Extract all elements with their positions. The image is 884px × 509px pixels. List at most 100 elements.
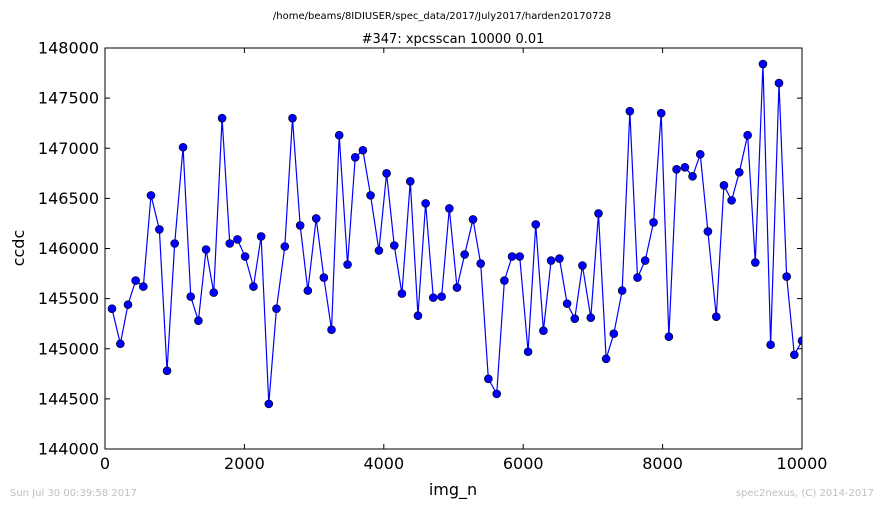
data-point (523, 347, 533, 357)
data-point (155, 225, 164, 234)
data-point (688, 172, 697, 181)
data-point (649, 218, 658, 227)
data-point (428, 293, 438, 302)
data-point (209, 288, 219, 297)
data-point (734, 168, 744, 177)
data-point (562, 299, 572, 308)
data-point (617, 286, 627, 295)
data-point (217, 113, 227, 123)
data-point (201, 245, 211, 254)
data-point (625, 106, 635, 116)
series-line (111, 64, 802, 404)
data-point (539, 326, 548, 336)
data-point (751, 258, 760, 267)
data-point (703, 227, 713, 236)
data-point (327, 325, 336, 335)
plot-frame (104, 47, 803, 450)
y-tick-label: 148000 (38, 39, 99, 58)
data-point (366, 191, 375, 200)
y-tick-label: 146500 (38, 189, 99, 208)
data-point (311, 214, 321, 223)
data-point (500, 276, 509, 285)
data-point (727, 196, 736, 205)
data-point (601, 354, 611, 364)
data-point (437, 292, 446, 301)
y-tick-label: 145500 (38, 289, 99, 308)
data-point (578, 261, 587, 270)
data-point (680, 162, 690, 172)
data-point (162, 366, 172, 376)
data-point (515, 252, 525, 261)
data-point (546, 256, 556, 265)
data-point (782, 272, 791, 281)
data-point (397, 289, 407, 298)
data-point (570, 314, 580, 323)
y-tick-label: 144500 (38, 389, 99, 408)
data-point (249, 282, 258, 291)
data-point (240, 252, 250, 261)
x-tick-label: 2000 (224, 454, 265, 473)
data-point (146, 191, 156, 200)
data-point (672, 165, 681, 174)
data-point (758, 59, 768, 69)
data-point (170, 239, 179, 248)
data-point (743, 130, 752, 140)
data-point (374, 246, 384, 255)
x-axis-label: img_n (429, 480, 477, 500)
data-point (797, 336, 802, 346)
data-point (531, 220, 541, 229)
y-tick-label: 147000 (38, 139, 99, 158)
data-point (421, 199, 430, 208)
data-point (272, 304, 281, 313)
data-point (264, 399, 274, 409)
data-point (492, 389, 502, 399)
data-point (774, 78, 784, 88)
data-point (178, 142, 188, 152)
footer-credit: spec2nexus, (C) 2014-2017 (735, 488, 874, 499)
data-point (594, 209, 603, 218)
data-point (107, 304, 117, 313)
data-point (719, 181, 729, 190)
x-tick-label: 4000 (363, 454, 404, 473)
data-point (586, 313, 596, 322)
footer-timestamp: Sun Jul 30 00:39:58 2017 (10, 488, 137, 499)
data-point (123, 300, 133, 309)
x-tick-label: 6000 (503, 454, 544, 473)
data-point (288, 113, 297, 123)
data-point (343, 260, 352, 269)
data-point (116, 339, 125, 349)
y-tick-label: 145000 (38, 339, 99, 358)
data-point (131, 276, 140, 285)
data-point (640, 256, 650, 265)
data-point (225, 239, 235, 248)
data-point (350, 152, 360, 162)
data-point (460, 250, 469, 259)
data-point (656, 108, 666, 118)
data-point (194, 316, 203, 325)
y-tick-label: 147500 (38, 89, 99, 108)
data-point (695, 149, 705, 159)
data-point (766, 340, 775, 350)
data-point (256, 232, 266, 241)
data-point (711, 312, 721, 321)
data-point (452, 283, 462, 292)
data-point (280, 242, 290, 251)
data-point (233, 235, 242, 244)
data-point (295, 221, 305, 230)
x-tick-label: 10000 (777, 454, 828, 473)
chart-title: #347: xpcsscan 10000 0.01 (362, 32, 545, 47)
x-tick-label: 0 (100, 454, 110, 473)
data-point (413, 311, 423, 320)
data-point (484, 374, 493, 384)
data-point (476, 259, 485, 268)
data-point (358, 145, 368, 155)
data-point (382, 169, 391, 178)
data-point (139, 282, 148, 291)
data-point (303, 286, 313, 295)
series-group (107, 59, 802, 409)
data-point (507, 252, 517, 261)
data-point (468, 215, 478, 224)
y-axis-label: ccdc (9, 230, 28, 267)
data-point (445, 204, 454, 213)
